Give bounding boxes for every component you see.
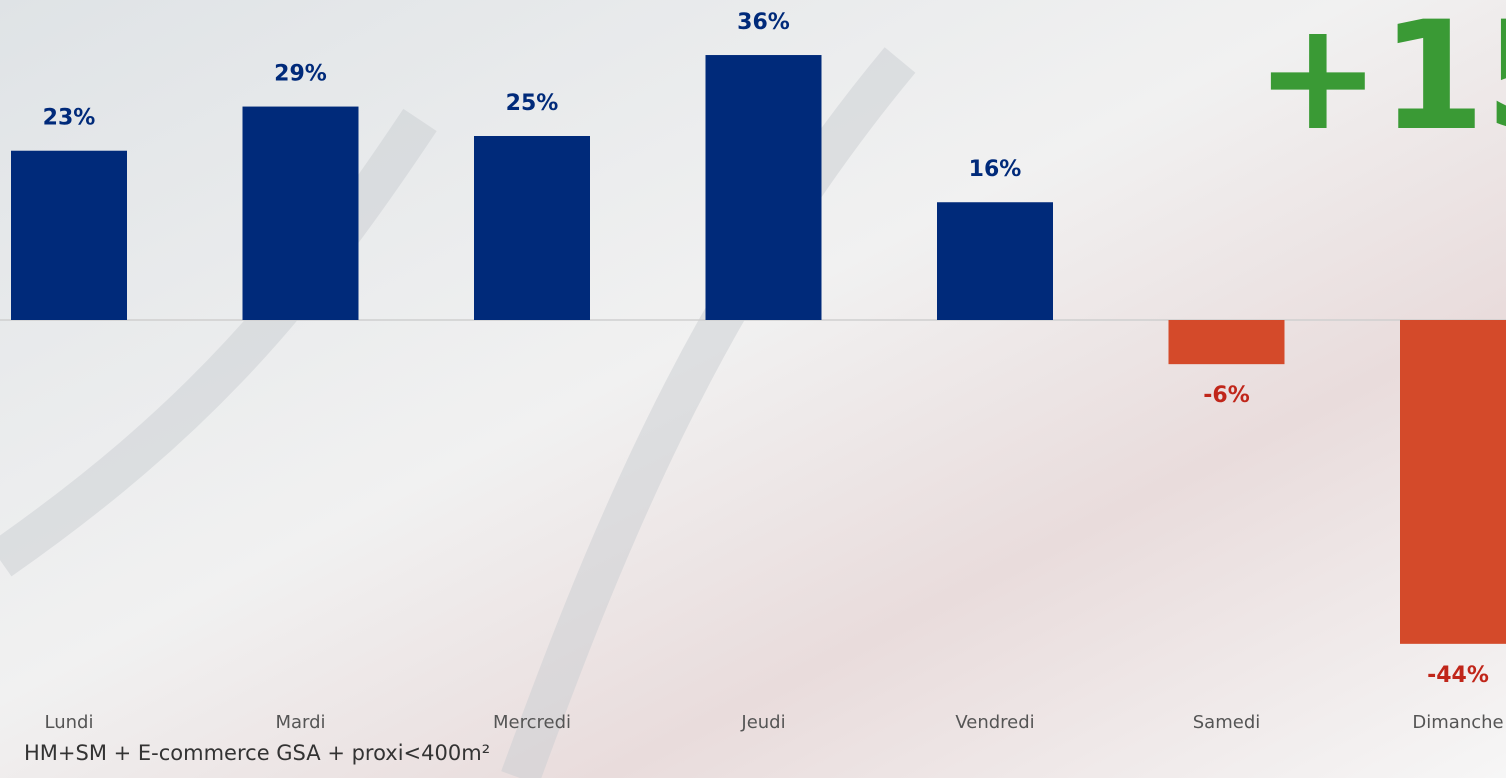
x-tick-label: Lundi [45, 712, 94, 733]
bar [1168, 320, 1285, 365]
value-label: 16% [969, 157, 1022, 182]
value-label: -44% [1427, 663, 1489, 688]
x-tick-label: Mercredi [493, 712, 571, 733]
x-tick-label: Mardi [275, 712, 325, 733]
bar [242, 106, 359, 320]
value-label: 23% [43, 106, 96, 131]
bar [937, 202, 1053, 320]
bar [11, 150, 127, 320]
x-tick-label: Vendredi [955, 712, 1034, 733]
footnote: HM+SM + E-commerce GSA + proxi<400m² [24, 741, 490, 765]
value-label: 29% [274, 62, 327, 87]
x-tick-label: Jeudi [740, 712, 785, 733]
value-label: 36% [737, 10, 790, 35]
value-label: -6% [1203, 383, 1249, 408]
x-tick-label: Samedi [1193, 712, 1261, 733]
bar [1400, 320, 1506, 644]
bar [705, 55, 822, 320]
x-tick-label: Dimanche [1412, 712, 1503, 733]
value-label: 25% [506, 91, 559, 116]
annotation: +15 [1255, 0, 1506, 164]
bar [474, 136, 590, 320]
